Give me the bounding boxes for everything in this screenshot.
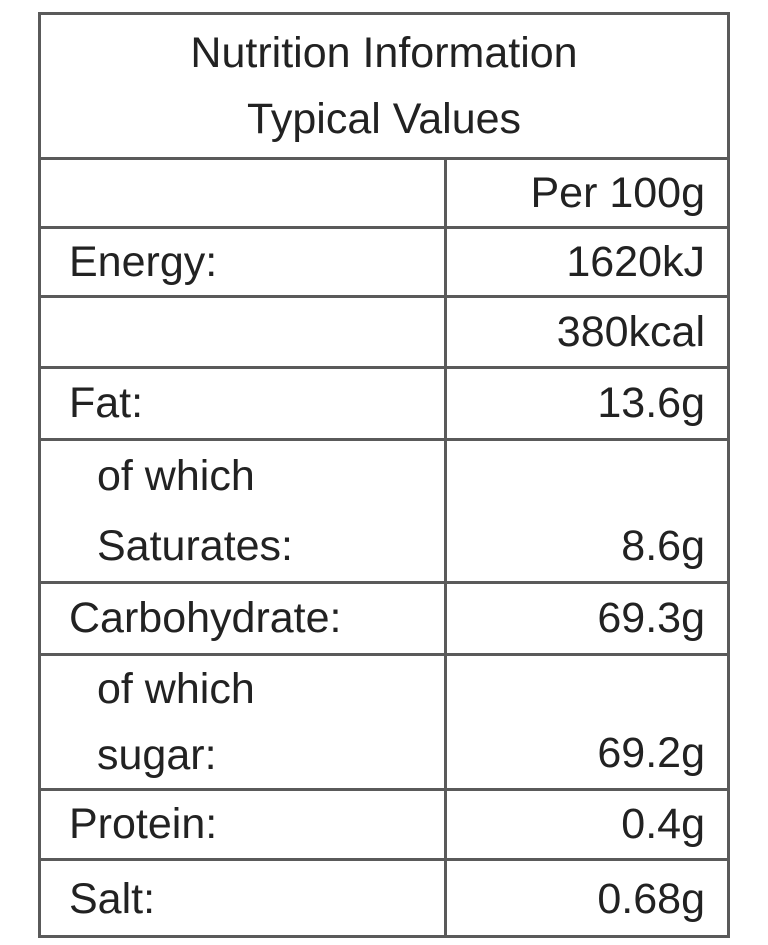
row-value: 1620kJ — [566, 237, 705, 286]
table-row: Per 100g — [41, 160, 727, 229]
empty-cell — [41, 160, 447, 226]
row-label: of which sugar: — [41, 656, 447, 788]
table-row: Salt: 0.68g — [41, 861, 727, 937]
table-row: of which sugar: 69.2g — [41, 656, 727, 791]
nutrition-table: Nutrition Information Typical Values Per… — [38, 12, 730, 938]
label-line: sugar: — [97, 730, 217, 779]
table-row: Protein: 0.4g — [41, 791, 727, 861]
row-label — [41, 298, 447, 366]
row-label: of which Saturates: — [41, 441, 447, 581]
row-value: 0.4g — [621, 800, 705, 848]
table-row: Carbohydrate: 69.3g — [41, 584, 727, 656]
row-value: 0.68g — [597, 874, 705, 923]
row-label: Energy: — [41, 229, 447, 295]
table-row: of which Saturates: 8.6g — [41, 441, 727, 584]
row-value: 13.6g — [597, 379, 705, 427]
title-block: Nutrition Information Typical Values — [41, 15, 727, 160]
title-line: Typical Values — [246, 95, 522, 143]
table-row: 380kcal — [41, 298, 727, 369]
label-line: Saturates: — [97, 521, 293, 570]
label-line: of which — [97, 451, 255, 500]
rows: Per 100g Energy: 1620kJ 380kcal Fat: 13.6g of … — [41, 160, 727, 937]
row-label: Protein: — [41, 791, 447, 858]
label-line: of which — [97, 664, 255, 713]
table-row: Fat: 13.6g — [41, 369, 727, 441]
title-line: Nutrition Information — [190, 29, 578, 77]
row-value: 380kcal — [556, 307, 705, 356]
column-header: Per 100g — [530, 168, 705, 217]
table-row: Energy: 1620kJ — [41, 229, 727, 298]
row-label: Salt: — [41, 861, 447, 937]
row-value: 69.2g — [597, 729, 705, 777]
row-value: 8.6g — [621, 522, 705, 570]
row-label: Fat: — [41, 369, 447, 438]
row-label: Carbohydrate: — [41, 584, 447, 653]
row-value: 69.3g — [597, 594, 705, 642]
